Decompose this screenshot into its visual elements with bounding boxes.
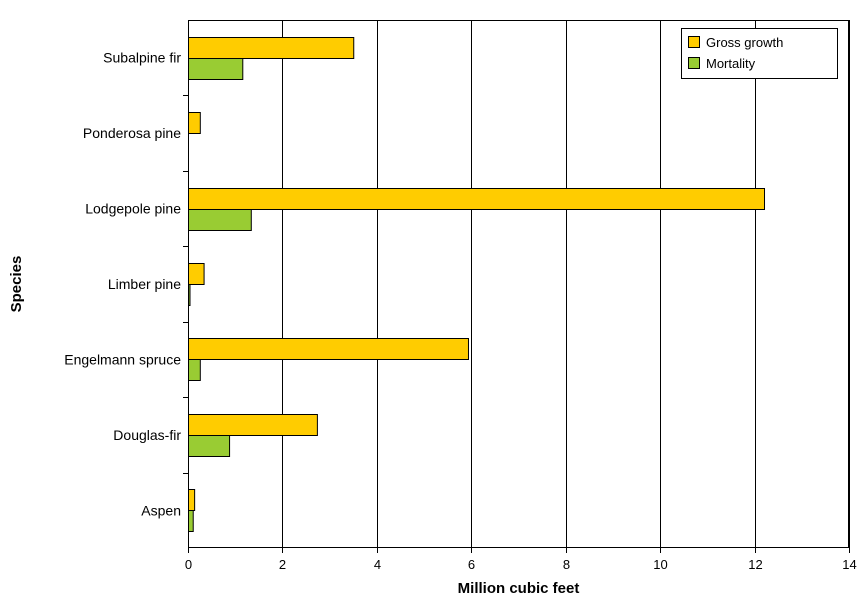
- x-tick-label: 0: [185, 557, 192, 572]
- bar-mortality: [188, 359, 201, 381]
- x-tick-label: 10: [653, 557, 667, 572]
- bar-gross-growth: [188, 489, 196, 511]
- bar-gross-growth: [188, 112, 201, 134]
- bar-mortality: [188, 510, 194, 532]
- bar-gross-growth: [188, 338, 469, 360]
- y-category-label: Aspen: [141, 502, 181, 518]
- y-axis-title: Species: [8, 256, 25, 313]
- legend: Gross growth Mortality: [681, 28, 838, 79]
- x-tick-label: 4: [374, 557, 381, 572]
- x-tick-label: 12: [748, 557, 762, 572]
- x-axis-title: Million cubic feet: [458, 580, 580, 597]
- legend-label-mortality: Mortality: [706, 56, 756, 71]
- y-category-label: Subalpine fir: [103, 50, 181, 66]
- bar-mortality: [188, 209, 252, 231]
- x-tick-label: 8: [563, 557, 570, 572]
- bars: [188, 37, 766, 532]
- legend-label-gross-growth: Gross growth: [706, 35, 783, 50]
- bar-gross-growth: [188, 188, 766, 210]
- gridlines: [282, 20, 850, 548]
- labels: 0 2 4 6 8 10 12 14 Subalpine fir Ponderosa pine Lo…: [64, 50, 856, 572]
- legend-swatch-gross-growth: [688, 36, 700, 48]
- x-tick-label: 14: [842, 557, 856, 572]
- bar-gross-growth: [188, 263, 205, 285]
- y-category-label: Lodgepole pine: [85, 201, 181, 217]
- x-tick-label: 6: [468, 557, 475, 572]
- x-tick-label: 2: [279, 557, 286, 572]
- y-category-label: Engelmann spruce: [64, 351, 181, 367]
- bar-gross-growth: [188, 414, 318, 436]
- y-category-label: Douglas-fir: [113, 427, 181, 443]
- plot-frame: [188, 20, 849, 548]
- bar-gross-growth: [188, 37, 355, 59]
- bar-mortality: [188, 58, 244, 80]
- axes: [183, 20, 850, 553]
- legend-frame: [681, 28, 838, 79]
- legend-swatch-mortality: [688, 57, 700, 69]
- y-category-label: Ponderosa pine: [83, 125, 181, 141]
- y-category-label: Limber pine: [108, 276, 181, 292]
- bar-mortality: [188, 435, 231, 457]
